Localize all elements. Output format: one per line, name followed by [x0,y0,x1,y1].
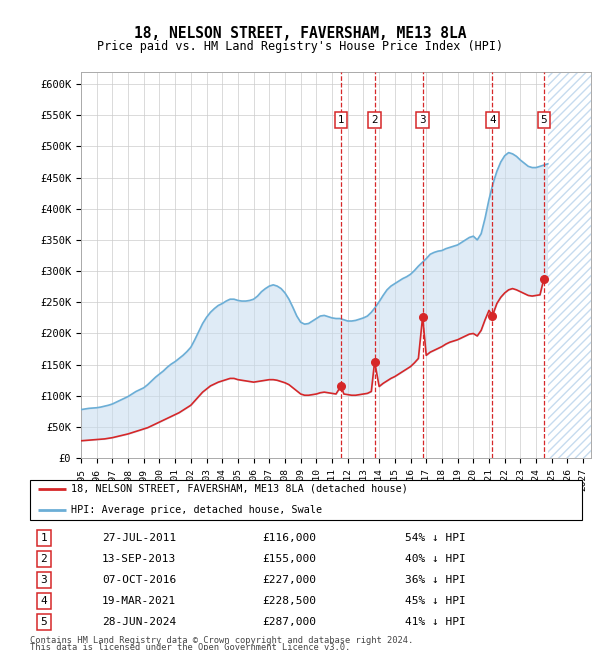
Text: 18, NELSON STREET, FAVERSHAM, ME13 8LA (detached house): 18, NELSON STREET, FAVERSHAM, ME13 8LA (… [71,484,408,493]
Bar [548,72,591,458]
Text: 41% ↓ HPI: 41% ↓ HPI [406,617,466,627]
Text: 5: 5 [541,115,547,125]
Text: Contains HM Land Registry data © Crown copyright and database right 2024.: Contains HM Land Registry data © Crown c… [30,636,413,645]
Bar [548,72,591,458]
Text: Price paid vs. HM Land Registry's House Price Index (HPI): Price paid vs. HM Land Registry's House … [97,40,503,53]
Text: 1: 1 [338,115,344,125]
Text: £116,000: £116,000 [262,533,316,543]
Text: 07-OCT-2016: 07-OCT-2016 [102,575,176,585]
Text: £228,500: £228,500 [262,596,316,606]
Text: 18, NELSON STREET, FAVERSHAM, ME13 8LA: 18, NELSON STREET, FAVERSHAM, ME13 8LA [134,26,466,41]
Text: 36% ↓ HPI: 36% ↓ HPI [406,575,466,585]
Text: This data is licensed under the Open Government Licence v3.0.: This data is licensed under the Open Gov… [30,644,350,650]
Text: 4: 4 [40,596,47,606]
Text: 19-MAR-2021: 19-MAR-2021 [102,596,176,606]
Text: HPI: Average price, detached house, Swale: HPI: Average price, detached house, Swal… [71,505,323,515]
Text: 13-SEP-2013: 13-SEP-2013 [102,554,176,564]
Text: 3: 3 [40,575,47,585]
Text: 27-JUL-2011: 27-JUL-2011 [102,533,176,543]
Text: £287,000: £287,000 [262,617,316,627]
Text: 4: 4 [489,115,496,125]
Text: 5: 5 [40,617,47,627]
Text: £227,000: £227,000 [262,575,316,585]
Text: 2: 2 [371,115,378,125]
FancyBboxPatch shape [30,480,582,520]
Text: 1: 1 [40,533,47,543]
Text: £155,000: £155,000 [262,554,316,564]
Text: 40% ↓ HPI: 40% ↓ HPI [406,554,466,564]
Text: 2: 2 [40,554,47,564]
Text: 45% ↓ HPI: 45% ↓ HPI [406,596,466,606]
Text: 54% ↓ HPI: 54% ↓ HPI [406,533,466,543]
Text: 3: 3 [419,115,426,125]
Text: 28-JUN-2024: 28-JUN-2024 [102,617,176,627]
